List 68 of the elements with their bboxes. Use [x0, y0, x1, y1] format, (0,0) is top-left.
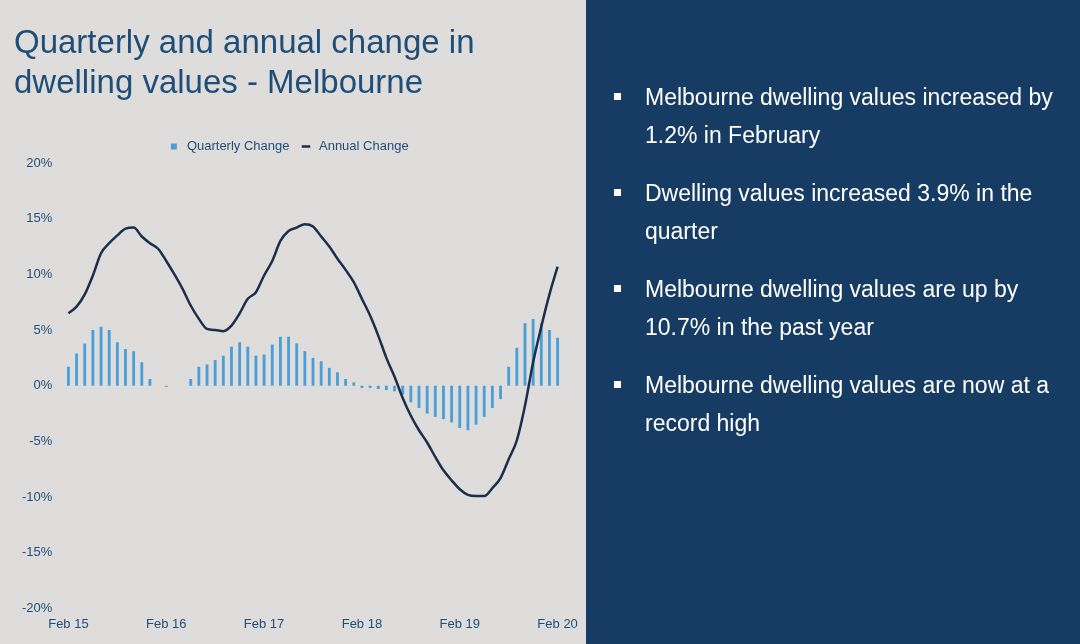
bar: [262, 354, 266, 386]
x-tick-label: Feb 20: [537, 615, 578, 631]
bar: [515, 347, 519, 386]
bar: [132, 351, 136, 386]
legend-label: Annual Change: [318, 138, 409, 154]
text: Melbourne dwelling values are now at a record high: [645, 371, 1051, 438]
bar: [450, 385, 454, 423]
line-series: [67, 222, 559, 498]
bar: [376, 385, 380, 390]
bar: [344, 379, 348, 386]
x-tick-label: Feb 17: [243, 615, 285, 631]
y-tick-label: -10%: [21, 488, 53, 504]
y-tick-label: 0%: [33, 377, 53, 393]
bar: [246, 346, 250, 386]
bar: [295, 343, 299, 386]
bar: [140, 362, 144, 386]
bar: [91, 330, 95, 386]
bar: [67, 366, 70, 386]
bar: [197, 366, 201, 386]
y-tick-label: 15%: [26, 210, 53, 226]
bar: [433, 385, 437, 417]
bar: [213, 360, 217, 386]
chart-title: Quarterly and annual change in dwelling values - Melbourne: [14, 22, 476, 102]
y-tick-label: 5%: [33, 321, 53, 337]
text: Melbourne dwelling values increased by 1.2% in February: [645, 83, 1054, 150]
bar: [107, 330, 111, 386]
y-tick-label: -15%: [21, 544, 53, 560]
bar: [548, 330, 551, 386]
bar: [230, 346, 233, 386]
bar: [352, 382, 356, 386]
bar: [409, 385, 413, 403]
bar: [287, 336, 290, 386]
bar: [238, 342, 242, 386]
bar: [458, 385, 462, 429]
x-tick-label: Feb 19: [439, 615, 481, 631]
bar: [336, 372, 339, 386]
bar: [83, 343, 87, 386]
bar: [393, 385, 396, 392]
bar: [425, 385, 429, 414]
bar: [303, 351, 307, 386]
bar: [368, 385, 372, 388]
bar: [466, 385, 470, 431]
bar: [327, 367, 331, 386]
bar: [270, 344, 274, 386]
x-tick-label: Feb 18: [341, 615, 383, 631]
bar: [115, 342, 119, 386]
bar: [124, 348, 127, 386]
y-tick-label: 20%: [26, 154, 53, 170]
bar: [482, 385, 486, 417]
bar: [278, 336, 282, 386]
bar: [507, 366, 511, 386]
bar: [189, 379, 193, 386]
bar: [490, 385, 494, 408]
y-tick-label: 10%: [26, 265, 53, 281]
bar: [499, 385, 502, 400]
bar: [75, 353, 78, 386]
text: Melbourne dwelling values are up by 10.7% in the past year: [645, 275, 1020, 342]
bar: [221, 355, 225, 386]
text: Dwelling values increased 3.9% in the quarter: [645, 179, 1034, 246]
bar: [319, 361, 323, 386]
x-tick-label: Feb 15: [48, 615, 89, 631]
bar: [384, 385, 388, 391]
y-tick-label: -5%: [29, 432, 53, 448]
y-tick-label: -20%: [21, 599, 53, 615]
bar: [556, 337, 560, 386]
bar: [442, 385, 445, 420]
x-tick-label: Feb 16: [146, 615, 187, 631]
legend-label: Quarterly Change: [186, 138, 290, 154]
